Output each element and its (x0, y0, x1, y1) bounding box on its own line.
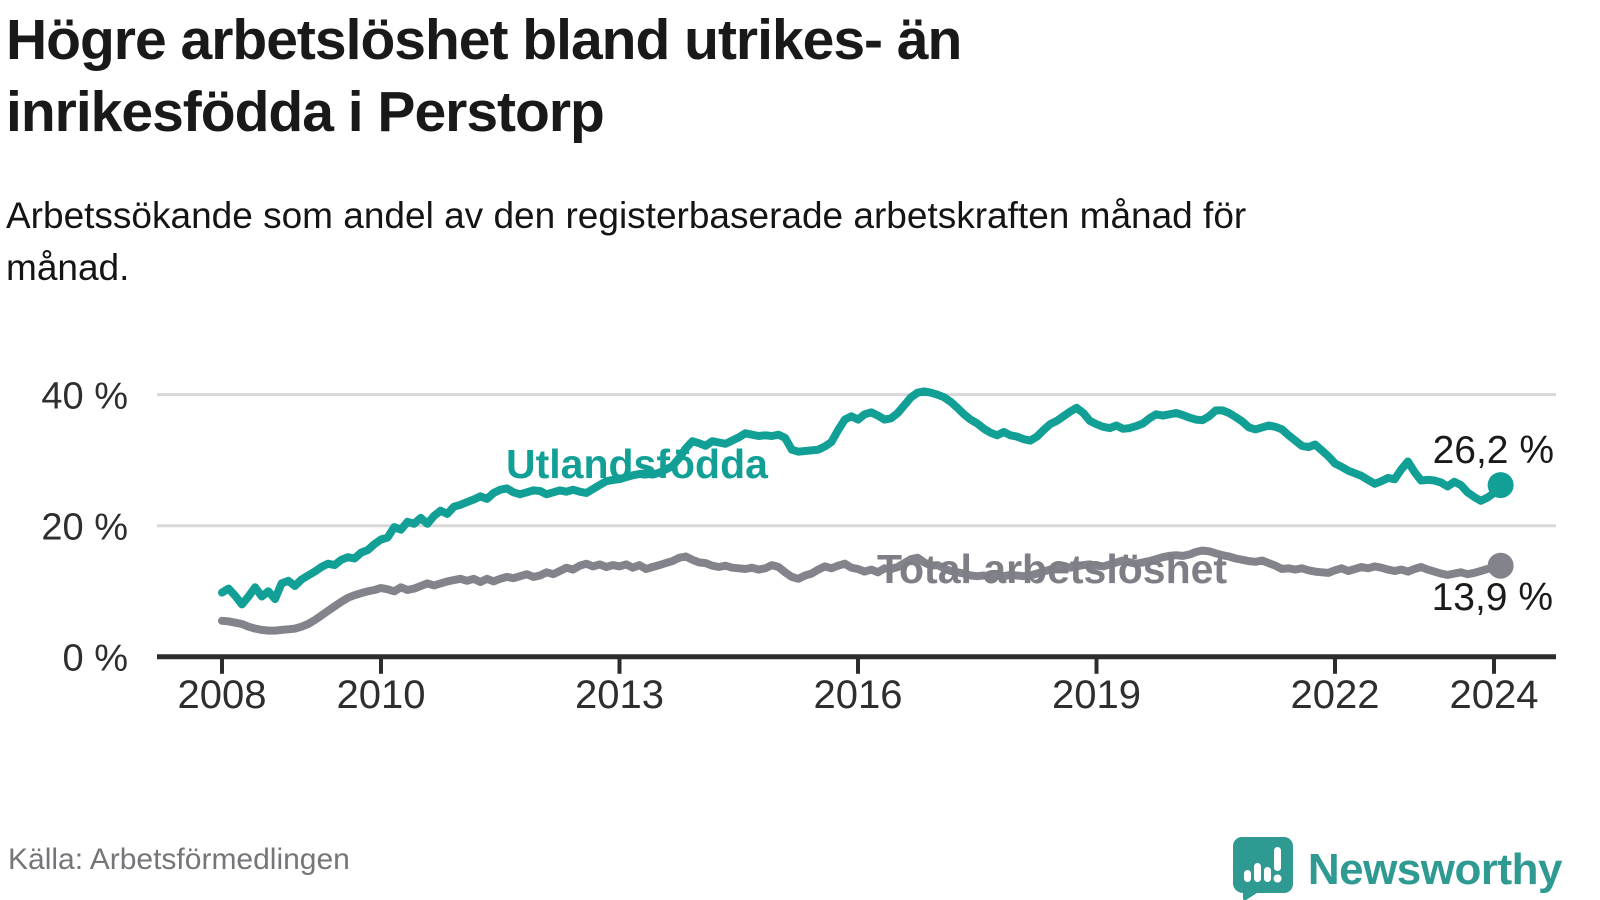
x-axis-label-2016: 2016 (814, 673, 903, 717)
logo-wordmark: Newsworthy (1307, 845, 1563, 894)
y-axis-label-40: 40 % (41, 375, 128, 417)
y-axis-label-20: 20 % (41, 506, 128, 548)
series-line-total (218, 546, 1505, 635)
x-axis-label-2010: 2010 (337, 673, 426, 717)
source-text: Källa: Arbetsförmedlingen (8, 843, 350, 876)
page-subtitle: Arbetssökande som andel av den registerb… (6, 195, 1247, 288)
y-axis-label-0: 0 % (63, 637, 128, 679)
end-value-label-utlandsfodda: 26,2 % (1432, 429, 1554, 472)
newsworthy-logo: Newsworthy (1232, 836, 1563, 900)
x-axis-label-2013: 2013 (575, 673, 664, 717)
series-line-utlandsfodda (218, 387, 1505, 609)
series-label-utlandsfodda: Utlandsfödda (506, 441, 768, 487)
x-axis-label-2022: 2022 (1291, 673, 1380, 717)
series-label-total-arbetsloshet: Total arbetslöshet (877, 546, 1228, 592)
x-axis-label-2008: 2008 (178, 673, 267, 717)
chart-bubble-icon (1232, 837, 1293, 900)
series-end-dot-total (1487, 552, 1514, 579)
end-value-label-total: 13,9 % (1431, 576, 1553, 619)
series-end-dot-utlandsfodda (1487, 472, 1514, 499)
x-axis-label-2024: 2024 (1450, 673, 1539, 717)
x-axis-label-2019: 2019 (1052, 673, 1141, 717)
page-title: Högre arbetslöshet bland utrikes- än inr… (6, 8, 962, 145)
